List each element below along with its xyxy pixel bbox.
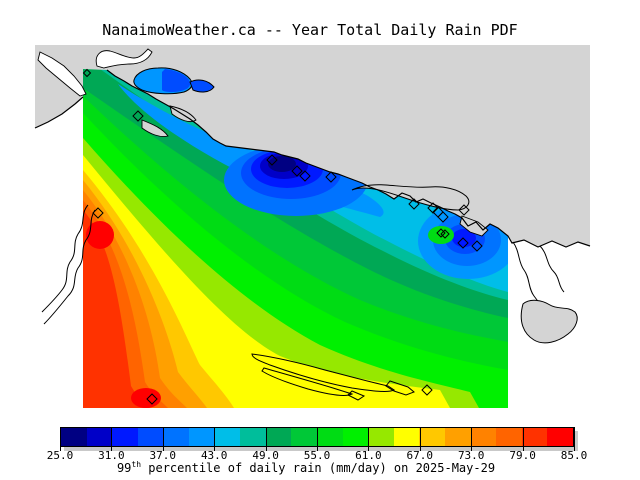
colorbar-tick-mark <box>368 427 370 451</box>
inlet-lake-deep <box>162 69 191 93</box>
station-marker <box>82 68 92 78</box>
coastline <box>34 69 591 248</box>
colorbar-segment <box>137 428 164 446</box>
colorbar-segment <box>112 428 138 446</box>
land-finger <box>141 119 169 137</box>
station-marker <box>458 204 470 216</box>
colorbar-caption: 99th percentile of daily rain (mm/day) o… <box>0 460 626 476</box>
station-marker <box>92 207 104 219</box>
colorbar-segment <box>547 428 573 446</box>
page-title: NanaimoWeather.ca -- Year Total Daily Ra… <box>102 21 518 39</box>
colorbar-segment <box>265 428 292 446</box>
colorbar-tick-mark <box>471 427 473 451</box>
colorbar-tick-label: 85.0 <box>560 449 588 462</box>
station-marker <box>291 165 303 177</box>
colorbar-tick-mark <box>317 427 318 451</box>
channel-outline <box>512 241 541 305</box>
colorbar-segment <box>188 428 215 446</box>
colorbar-tick-mark <box>214 427 216 451</box>
station-marker <box>440 229 450 239</box>
colorbar <box>60 427 574 447</box>
colorbar-segment <box>521 428 548 446</box>
caption-prefix: 99 <box>116 461 132 475</box>
station-marker <box>266 154 278 166</box>
station-marker <box>299 170 311 182</box>
colorbar-tick-label: 67.0 <box>406 449 434 462</box>
colorbar-segment <box>444 428 471 446</box>
fjord-inlet <box>37 51 87 97</box>
inlet-lake-arm <box>189 79 215 93</box>
colorbar-tick-label: 55.0 <box>303 449 331 462</box>
colorbar-tick-label: 43.0 <box>200 449 228 462</box>
station-marker <box>471 240 483 252</box>
colorbar-tick-label: 49.0 <box>252 449 279 462</box>
fjord-inlet <box>95 48 153 69</box>
colorbar-tick-mark <box>111 427 113 451</box>
colorbar-segment <box>163 428 189 446</box>
station-marker <box>437 211 449 223</box>
station-marker <box>408 198 420 210</box>
gulf-island-outline <box>261 367 354 396</box>
colorbar-segment <box>291 428 317 446</box>
gulf-island-outline <box>251 353 395 392</box>
colorbar-tick-mark <box>60 427 61 451</box>
colorbar-segment <box>368 428 394 446</box>
colorbar-tick-mark <box>265 427 267 451</box>
station-marker <box>132 110 144 122</box>
island-saltspring <box>520 299 578 344</box>
colorbar-segment <box>240 428 266 446</box>
colorbar-tick-label: 37.0 <box>149 449 177 462</box>
inlet-outline <box>41 204 89 313</box>
colorbar-segment <box>86 428 113 446</box>
colorbar-segment <box>393 428 420 446</box>
peninsula <box>351 184 470 211</box>
colorbar-segment <box>61 428 87 446</box>
channel-outline <box>539 245 565 293</box>
colorbar-tick-label: 73.0 <box>457 449 485 462</box>
colorbar-segment <box>214 428 241 446</box>
colorbar-tick-mark <box>574 427 575 451</box>
caption-rest: percentile of daily rain (mm/day) on 202… <box>141 461 496 475</box>
caption-superscript: th <box>131 460 142 469</box>
colorbar-segment <box>342 428 369 446</box>
colorbar-segment <box>419 428 445 446</box>
colorbar-tick-label: 25.0 <box>46 449 74 462</box>
colorbar-segment <box>316 428 343 446</box>
colorbar-segment <box>496 428 522 446</box>
colorbar-tick-mark <box>419 427 421 451</box>
inlet-outline <box>43 209 96 325</box>
station-marker <box>457 237 469 249</box>
point-land <box>459 215 489 237</box>
station-marker <box>325 171 337 183</box>
colorbar-tick-mark <box>162 427 164 451</box>
colorbar-segment <box>470 428 497 446</box>
station-marker <box>427 202 439 214</box>
station-marker <box>421 384 433 396</box>
colorbar-tick-label: 79.0 <box>509 449 536 462</box>
colorbar-tick-mark <box>522 427 524 451</box>
gulf-island-outline <box>385 380 415 396</box>
gulf-island-outline <box>347 390 366 401</box>
station-markers <box>82 68 483 405</box>
station-marker <box>146 393 158 405</box>
colorbar-tick-label: 31.0 <box>98 449 125 462</box>
colorbar-tick-label: 61.0 <box>355 449 382 462</box>
